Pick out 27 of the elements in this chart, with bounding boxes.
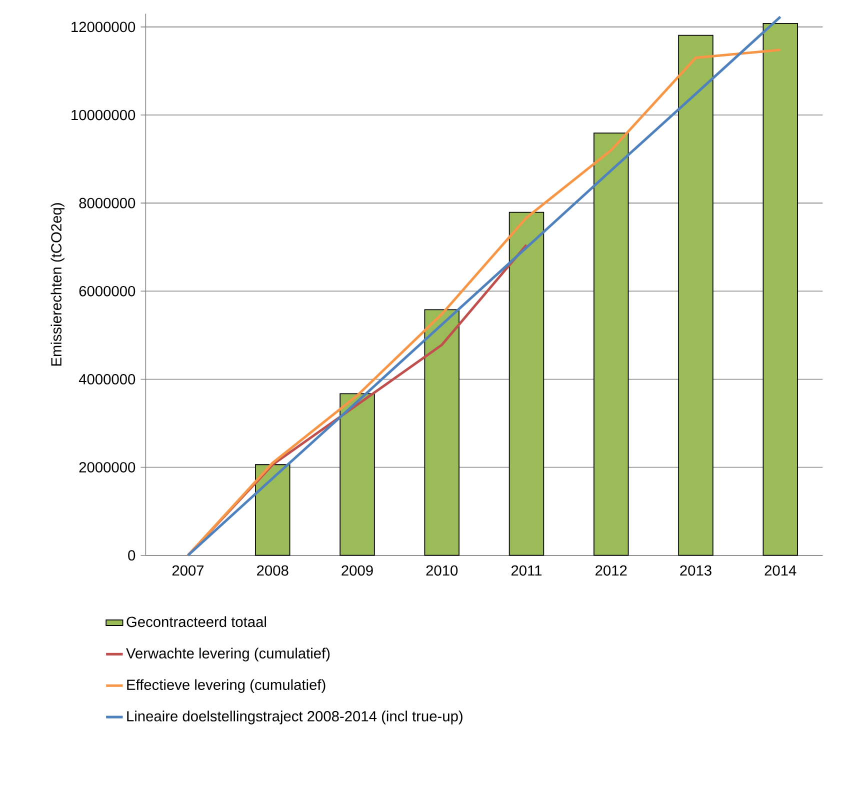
x-tick-label: 2013 bbox=[680, 565, 712, 576]
bar bbox=[594, 132, 629, 556]
y-tick-label: 6000000 bbox=[79, 286, 136, 296]
x-tick-label: 2007 bbox=[172, 565, 204, 576]
x-tick-label: 2009 bbox=[342, 565, 373, 576]
y-tick-label: 12000000 bbox=[72, 22, 136, 32]
x-tick-label: 2014 bbox=[764, 565, 796, 576]
x-tick-label: 2011 bbox=[511, 565, 542, 576]
x-tick-label: 2012 bbox=[596, 565, 627, 576]
y-tick-label: 8000000 bbox=[79, 198, 136, 208]
x-tick-label: 2010 bbox=[426, 565, 458, 576]
bar bbox=[340, 393, 375, 556]
y-tick-label: 0 bbox=[128, 550, 136, 561]
y-tick-label: 4000000 bbox=[78, 374, 136, 385]
legend-label: Effectieve levering (cumulatief) bbox=[127, 679, 326, 694]
bar bbox=[424, 309, 460, 556]
y-tick-label: 2000000 bbox=[79, 462, 136, 473]
x-tick-label: 2008 bbox=[257, 565, 288, 576]
bar bbox=[762, 23, 798, 556]
legend-label: Lineaire doelstellingstraject 2008-2014 (incl true-up) bbox=[127, 710, 462, 724]
bar bbox=[678, 35, 714, 556]
legend-label: Verwachte levering (cumulatief) bbox=[126, 648, 330, 662]
bar bbox=[508, 212, 544, 556]
bar bbox=[255, 464, 290, 556]
y-axis-title: Emissierechten (tCO2eq) bbox=[50, 203, 64, 366]
legend-label: Gecontracteerd totaal bbox=[126, 616, 266, 628]
y-tick-label: 10000000 bbox=[72, 110, 136, 120]
